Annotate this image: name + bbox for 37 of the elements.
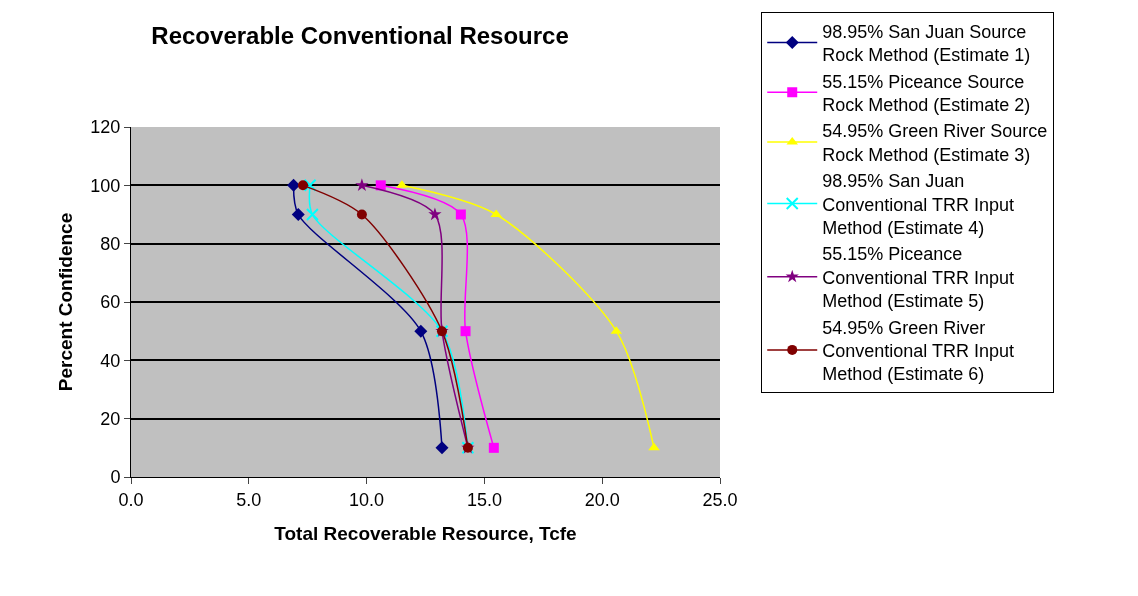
legend-label: 55.15% Piceance Source Rock Method (Estimate 2) <box>822 71 1031 115</box>
legend-label: 98.95% San Juan Conventional TRR Input Method (Estimate 4) <box>822 171 1015 238</box>
point <box>455 209 466 220</box>
y-tick-label: 120 <box>90 117 121 138</box>
x-tick-label: 0.0 <box>118 489 144 510</box>
y-tick-label: 40 <box>100 350 121 371</box>
legend-label: 54.95% Green River Source Rock Method (Estimate 3) <box>822 121 1048 165</box>
legend-label: 54.95% Green River Conventional TRR Input Method (Estimate 6) <box>822 317 1015 385</box>
point <box>428 207 442 221</box>
point <box>297 180 308 191</box>
y-tick-label: 0 <box>110 467 121 488</box>
x-tick-label: 15.0 <box>466 489 502 510</box>
x-tick-label: 20.0 <box>584 489 620 510</box>
y-tick-label: 20 <box>100 408 121 429</box>
point <box>287 178 301 192</box>
y-tick-label: 100 <box>90 175 121 196</box>
y-axis-title: Percent Confidence <box>55 212 77 392</box>
legend-label: 98.95% San Juan Source Rock Method (Estimate 1) <box>822 21 1031 66</box>
point <box>435 441 449 455</box>
point <box>356 209 367 220</box>
x-tick-label: 25.0 <box>702 489 738 510</box>
y-tick-label: 80 <box>100 233 121 254</box>
point <box>414 324 428 338</box>
point <box>460 326 471 337</box>
legend-label: 55.15% Piceance Conventional TRR Input Method (Estimate 5) <box>822 244 1015 312</box>
point <box>355 178 369 191</box>
point <box>648 442 660 451</box>
x-axis-title: Total Recoverable Resource, Tcfe <box>274 523 577 545</box>
y-tick-label: 60 <box>100 292 121 313</box>
x-tick-label: 5.0 <box>236 489 262 510</box>
point <box>375 180 386 191</box>
point <box>303 178 317 192</box>
point <box>291 208 305 221</box>
chart-title: Recoverable Conventional Resource <box>151 21 569 49</box>
point <box>305 208 319 221</box>
x-tick-label: 10.0 <box>349 489 385 510</box>
point <box>488 442 499 453</box>
